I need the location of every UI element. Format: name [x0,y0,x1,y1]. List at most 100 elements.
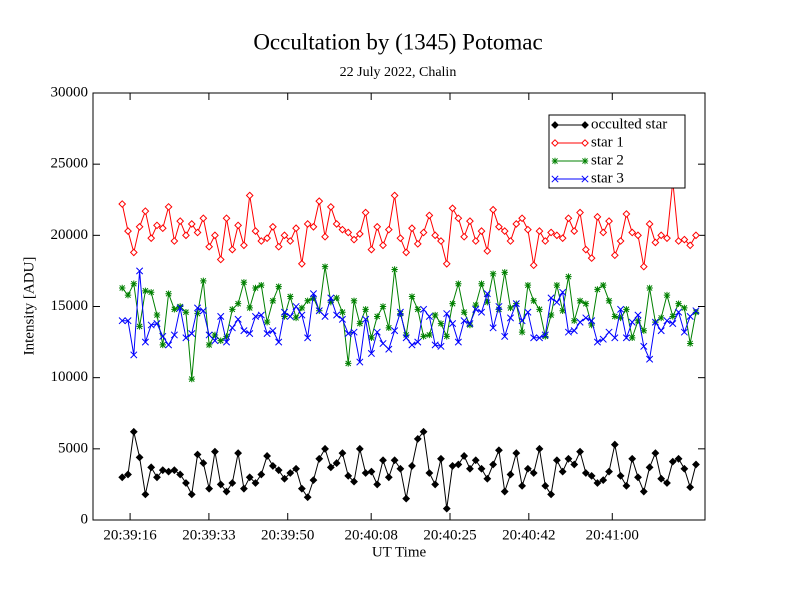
marker [541,237,550,245]
marker [466,320,474,328]
marker [118,317,126,325]
marker-shape [333,294,340,302]
marker [593,479,602,487]
marker-shape [547,311,555,319]
marker [507,304,514,312]
marker [258,281,265,289]
marker-shape [551,139,559,147]
marker-shape [338,449,347,458]
marker-shape [165,341,173,349]
marker-shape [361,469,370,477]
marker [634,473,642,482]
marker [628,318,636,326]
marker-shape [315,197,324,206]
marker-shape [344,471,353,480]
marker-shape [466,321,474,329]
marker-shape [495,302,503,311]
marker-shape [176,303,184,310]
marker-shape [477,308,486,316]
marker-shape [616,237,625,245]
marker-shape [159,341,166,349]
marker-shape [246,329,254,338]
marker-shape [535,227,544,235]
marker [274,466,283,475]
marker [315,454,324,463]
marker [495,302,503,311]
marker-shape [164,467,173,476]
marker-shape [501,332,509,340]
marker [228,479,237,487]
marker-shape [275,338,283,346]
marker-shape [425,312,433,321]
marker [634,311,642,319]
marker [536,306,543,313]
marker [587,471,596,480]
marker-shape [141,207,150,216]
marker-shape [419,228,428,237]
marker [124,291,132,299]
marker-shape [587,471,596,480]
marker [663,479,671,487]
marker-shape [645,220,654,228]
marker-shape [576,208,584,217]
marker-shape [553,281,561,289]
marker [193,450,202,459]
marker [518,317,526,325]
marker [141,207,150,216]
marker-shape [292,302,300,311]
marker-shape [367,349,375,358]
marker-shape [622,334,630,342]
marker [617,305,625,313]
marker-shape [523,225,532,234]
marker-shape [130,351,138,359]
marker-shape [541,331,549,339]
marker [616,471,625,480]
marker [332,459,341,467]
marker [408,224,416,233]
marker [345,360,352,367]
marker-shape [362,315,370,323]
marker [216,480,225,489]
marker [257,311,265,319]
marker [217,337,224,344]
marker-shape [205,242,214,251]
marker-shape [304,334,312,342]
marker [281,313,288,320]
marker [182,334,190,342]
marker [454,338,462,346]
marker [570,460,579,469]
marker-shape [158,466,167,475]
marker [512,300,520,308]
marker-shape [304,297,311,305]
marker-shape [257,470,266,479]
marker-shape [379,339,387,348]
marker [170,466,179,475]
marker-shape [518,214,527,223]
marker [448,462,457,470]
series-line [121,430,697,509]
marker [222,338,231,346]
marker [153,311,161,319]
marker [205,484,214,493]
marker [165,290,172,297]
marker [176,304,184,312]
marker [610,251,619,260]
marker [547,294,555,302]
marker [419,427,428,436]
marker-shape [292,314,300,322]
marker [692,307,700,315]
marker-shape [483,247,492,255]
marker-shape [593,212,602,221]
marker [559,307,566,314]
marker [193,304,202,312]
marker-shape [222,338,231,346]
marker [373,480,382,489]
marker-shape [413,434,422,443]
marker [645,463,654,472]
marker [489,460,498,469]
marker-shape [581,245,590,254]
marker-shape [408,293,416,300]
marker [500,487,509,496]
x-axis-label: UT Time [372,544,427,560]
marker-shape [495,222,503,231]
